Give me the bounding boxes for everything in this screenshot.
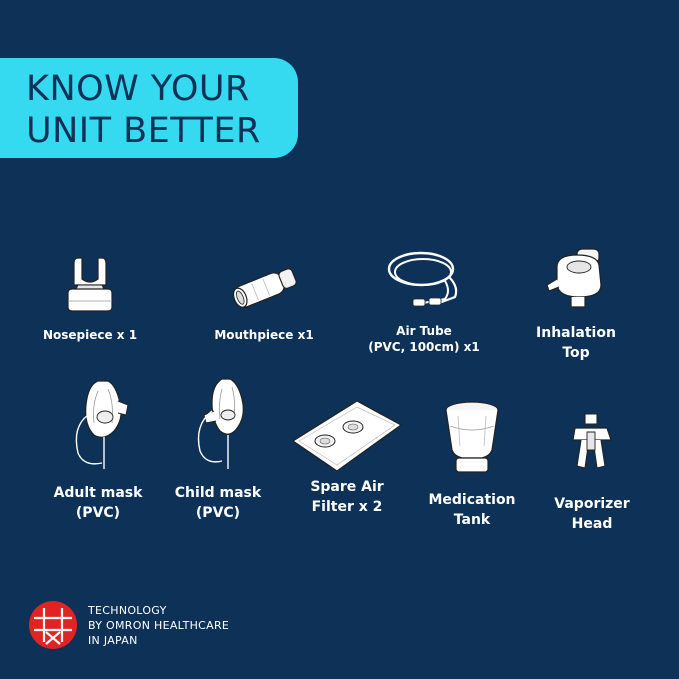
inhalation-top-icon bbox=[546, 248, 602, 308]
medication-tank-icon bbox=[445, 401, 499, 473]
adult-mask-icon bbox=[75, 380, 129, 469]
item-inhalation-top: Inhalation Top bbox=[526, 245, 626, 363]
item-label-line-2: Filter x 2 bbox=[311, 499, 383, 515]
headline-line-1: KNOW YOUR bbox=[26, 69, 250, 109]
item-label-line-2: (PVC) bbox=[75, 505, 121, 521]
item-label-line-1: Nosepiece x 1 bbox=[42, 328, 138, 342]
item-label-line-1: Air Tube bbox=[396, 324, 452, 338]
item-label-line-1: Mouthpiece x1 bbox=[214, 328, 314, 342]
mouthpiece-icon bbox=[232, 268, 297, 308]
item-label-line-1: Inhalation bbox=[536, 325, 616, 341]
item-child-mask: Child mask (PVC) bbox=[168, 375, 268, 523]
item-label-line-1: Medication bbox=[428, 492, 516, 508]
item-air-tube: Air Tube (PVC, 100cm) x1 bbox=[366, 245, 482, 355]
item-medication-tank: Medication Tank bbox=[422, 400, 522, 530]
nosepiece-icon bbox=[67, 257, 113, 312]
headline-line-2: UNIT BETTER bbox=[26, 111, 261, 151]
item-label-line-2: Tank bbox=[453, 512, 491, 528]
item-nosepiece: Nosepiece x 1 bbox=[40, 255, 140, 343]
item-label-line-2: Top bbox=[562, 345, 590, 361]
item-label-line-1: Adult mask bbox=[53, 485, 143, 501]
item-mouthpiece: Mouthpiece x1 bbox=[208, 255, 320, 343]
air-tube-icon bbox=[387, 251, 458, 307]
headline-banner: KNOW YOUR UNIT BETTER bbox=[0, 58, 298, 158]
item-label-line-2: (PVC, 100cm) x1 bbox=[368, 340, 480, 354]
footer-line-2: BY OMRON HEALTHCARE bbox=[88, 618, 230, 632]
item-spare-air-filter: Spare Air Filter x 2 bbox=[284, 395, 410, 517]
child-mask-icon bbox=[197, 378, 244, 469]
item-vaporizer-head: Vaporizer Head bbox=[542, 410, 642, 534]
footer-line-3: IN JAPAN bbox=[88, 633, 138, 647]
item-label-line-1: Vaporizer bbox=[554, 496, 630, 512]
footer-line-1: TECHNOLOGY bbox=[88, 603, 167, 617]
vaporizer-head-icon bbox=[572, 413, 612, 469]
item-label-line-1: Child mask bbox=[174, 485, 262, 501]
omron-japan-logo-icon bbox=[29, 601, 77, 649]
item-adult-mask: Adult mask (PVC) bbox=[48, 375, 148, 523]
item-label-line-2: (PVC) bbox=[195, 505, 241, 521]
technology-footer: TECHNOLOGY BY OMRON HEALTHCARE IN JAPAN bbox=[28, 600, 229, 650]
air-filter-icon bbox=[291, 400, 403, 472]
item-label-line-2: Head bbox=[571, 516, 613, 532]
item-label-line-1: Spare Air bbox=[310, 479, 384, 495]
